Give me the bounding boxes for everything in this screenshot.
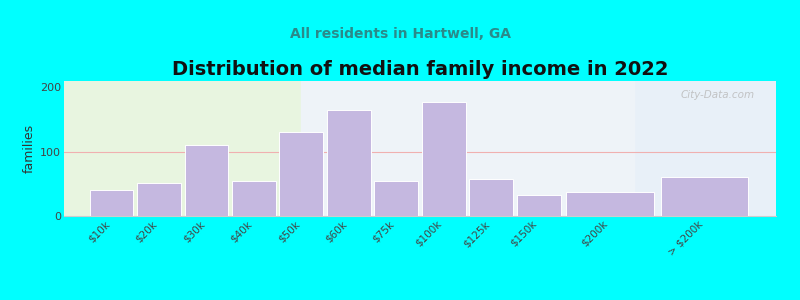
Bar (470, 179, 513, 216)
Text: All residents in Hartwell, GA: All residents in Hartwell, GA (290, 27, 510, 41)
Bar (422, 102, 466, 216)
Y-axis label: families: families (23, 124, 36, 173)
Bar (64, 81, 302, 216)
Bar (137, 183, 181, 216)
Bar (327, 110, 370, 216)
Bar (374, 181, 418, 216)
Bar (517, 195, 561, 216)
Title: Distribution of median family income in 2022: Distribution of median family income in … (172, 60, 668, 80)
Bar (185, 145, 228, 216)
Bar (232, 181, 276, 216)
Bar (566, 192, 654, 216)
Bar (302, 81, 634, 216)
Bar (661, 177, 749, 216)
Bar (279, 132, 323, 216)
Bar (90, 190, 134, 216)
Text: City-Data.com: City-Data.com (681, 90, 754, 100)
